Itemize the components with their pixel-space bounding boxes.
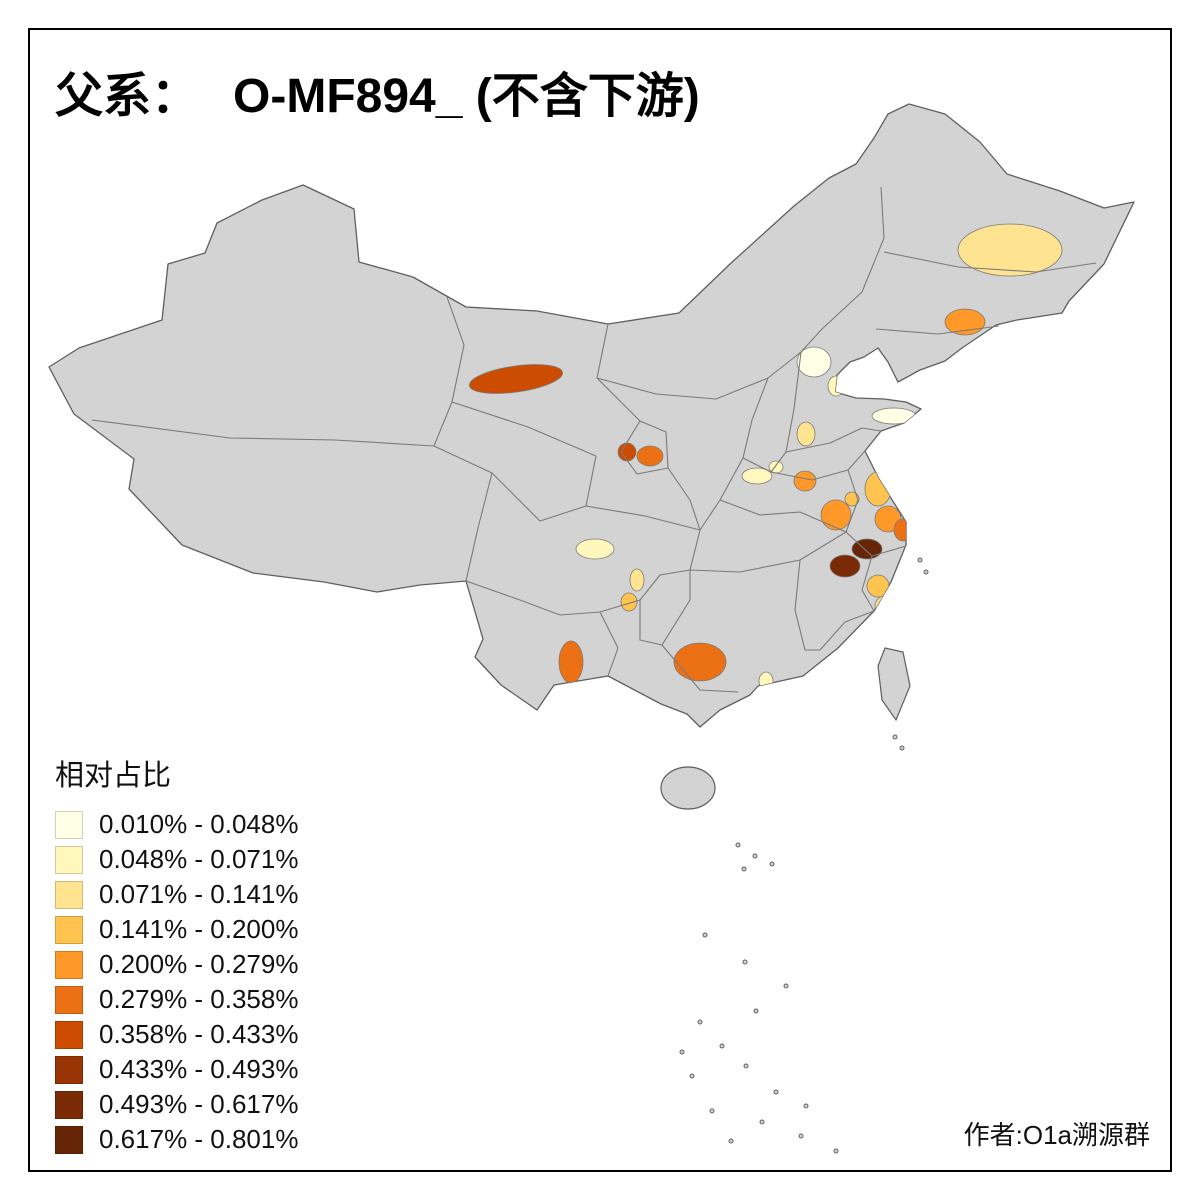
legend-row: 0.493% - 0.617%: [55, 1087, 298, 1122]
highlighted-prefecture: [636, 445, 664, 467]
legend-label: 0.493% - 0.617%: [99, 1089, 299, 1119]
highlighted-prefecture: [758, 671, 774, 691]
legend-swatch: [55, 1090, 83, 1119]
highlighted-prefecture: [838, 645, 854, 673]
highlighted-prefecture: [866, 574, 890, 598]
legend-swatch: [55, 1020, 83, 1049]
highlighted-prefecture: [864, 471, 892, 507]
hainan-island: [660, 766, 716, 810]
highlighted-prefecture: [793, 470, 817, 492]
legend-row: 0.048% - 0.071%: [55, 842, 298, 877]
legend-row: 0.358% - 0.433%: [55, 1017, 298, 1052]
legend-row: 0.141% - 0.200%: [55, 912, 298, 947]
legend-label: 0.433% - 0.493%: [99, 1054, 299, 1084]
highlighted-prefecture: [871, 407, 917, 425]
map-title: 父系： O-MF894_ (不含下游): [55, 56, 700, 126]
highlighted-prefecture: [558, 640, 584, 684]
highlighted-prefecture: [844, 491, 860, 507]
highlighted-prefecture: [820, 499, 852, 531]
legend-label: 0.048% - 0.071%: [99, 844, 299, 874]
highlighted-prefecture: [575, 538, 615, 560]
legend-label: 0.141% - 0.200%: [99, 914, 299, 944]
highlighted-prefecture: [796, 346, 832, 378]
legend-swatch: [55, 880, 83, 909]
legend-swatch: [55, 845, 83, 874]
legend-label: 0.200% - 0.279%: [99, 949, 299, 979]
legend-row: 0.279% - 0.358%: [55, 982, 298, 1017]
highlighted-prefecture: [741, 467, 773, 485]
highlighted-prefecture: [629, 568, 645, 592]
legend-label: 0.358% - 0.433%: [99, 1019, 299, 1049]
legend-row: 0.617% - 0.801%: [55, 1122, 298, 1157]
title-prefix: 父系：: [55, 70, 200, 123]
legend-swatch: [55, 950, 83, 979]
legend-row: 0.433% - 0.493%: [55, 1052, 298, 1087]
highlighted-prefecture: [893, 518, 913, 542]
legend-swatch: [55, 985, 83, 1014]
legend: 相对占比 0.010% - 0.048% 0.048% - 0.071% 0.071…: [55, 752, 298, 1157]
legend-swatch: [55, 1055, 83, 1084]
legend-label: 0.071% - 0.141%: [99, 879, 299, 909]
highlighted-prefecture: [469, 364, 563, 394]
highlighted-prefecture: [796, 421, 816, 447]
south-china-sea-islands: [679, 557, 929, 1154]
legend-row: 0.071% - 0.141%: [55, 877, 298, 912]
legend-swatch: [55, 1125, 83, 1154]
legend-rows: 0.010% - 0.048% 0.048% - 0.071% 0.071% - 0…: [55, 807, 298, 1157]
legend-swatch: [55, 810, 83, 839]
highlighted-prefecture: [944, 308, 986, 336]
china-mainland: [48, 103, 1135, 728]
legend-label: 0.617% - 0.801%: [99, 1124, 299, 1154]
highlighted-prefecture: [957, 223, 1063, 277]
highlighted-prefecture: [829, 554, 861, 578]
legend-row: 0.200% - 0.279%: [55, 947, 298, 982]
highlighted-prefecture: [874, 595, 894, 619]
legend-label: 0.279% - 0.358%: [99, 984, 299, 1014]
legend-row: 0.010% - 0.048%: [55, 807, 298, 842]
highlighted-prefecture: [620, 592, 638, 612]
author-credit: 作者:O1a溯源群: [963, 1120, 1150, 1150]
province-borders: [91, 186, 1097, 693]
taiwan-island: [877, 647, 911, 722]
highlighted-prefecture: [673, 642, 727, 682]
legend-swatch: [55, 915, 83, 944]
legend-label: 0.010% - 0.048%: [99, 809, 299, 839]
legend-title: 相对占比: [55, 760, 172, 792]
title-text: O-MF894_ (不含下游): [233, 70, 700, 123]
